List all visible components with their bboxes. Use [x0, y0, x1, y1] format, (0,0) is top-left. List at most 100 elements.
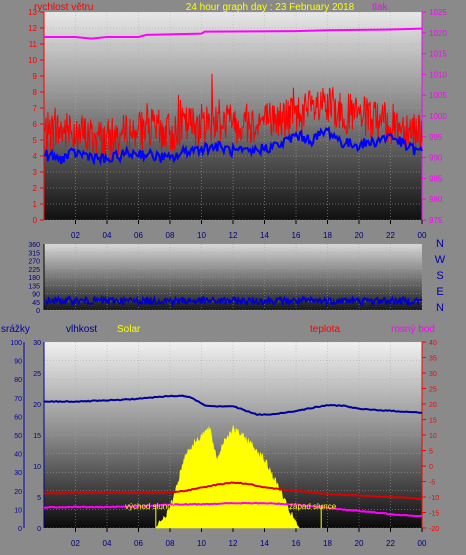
- pressure-y-tick-label: 985: [429, 174, 443, 183]
- precip-y-tick-label: 10: [14, 507, 22, 514]
- direction-label-n2: N: [436, 302, 444, 314]
- wind-x-tick-label: 12: [229, 231, 238, 240]
- wind-speed-label: rychlost větru: [34, 2, 93, 13]
- wind-y-tick-label: 8: [33, 88, 38, 97]
- humidity-x-tick-label: 22: [386, 539, 395, 548]
- sunrise-annotation: východ slunce: [125, 502, 176, 511]
- wind-direction-trace: [43, 294, 423, 308]
- humidity-x-tick-label: 08: [166, 539, 175, 548]
- direction-y-tick-label: 270: [28, 259, 40, 266]
- pressure-y-tick-label: 1020: [429, 29, 447, 38]
- wind-y-tick-label: 1: [33, 200, 38, 209]
- wind-x-tick-label: 06: [134, 231, 143, 240]
- humidity-y-tick-label: 30: [33, 340, 41, 347]
- pressure-y-tick-label: 990: [429, 154, 443, 163]
- pressure-y-tick-label: 1005: [429, 91, 447, 100]
- humidity-x-tick-label: 02: [71, 539, 80, 548]
- wind-y-tick-label: 2: [33, 184, 38, 193]
- humidity-y-tick-label: 5: [37, 495, 41, 502]
- wind-x-tick-label: 10: [197, 231, 206, 240]
- wind-x-tick-label: 18: [323, 231, 332, 240]
- chart-title: 24 hour graph day : 23 February 2018: [186, 2, 355, 13]
- temperature-label: teplota: [310, 324, 340, 335]
- sunset-annotation: západ slunce: [289, 502, 337, 511]
- wind-x-tick-label: 00: [418, 231, 427, 240]
- wind-x-tick-label: 02: [71, 231, 80, 240]
- humidity-x-tick-label: 18: [323, 539, 332, 548]
- direction-label-e: E: [436, 286, 443, 298]
- dew-point-label: rosný bod: [391, 324, 435, 335]
- humidity-label: vlhkost: [66, 324, 97, 335]
- wind-average-line: [43, 126, 423, 166]
- wind-x-tick-label: 08: [166, 231, 175, 240]
- humidity-x-tick-label: 00: [418, 539, 427, 548]
- solar-label: Solar: [117, 324, 141, 335]
- humidity-y-tick-label: 20: [33, 402, 41, 409]
- wind-x-tick-label: 16: [292, 231, 301, 240]
- direction-y-tick-label: 135: [28, 283, 40, 290]
- temperature-y-tick-label: 25: [429, 387, 437, 394]
- temperature-y-tick-label: 10: [429, 433, 437, 440]
- humidity-line: [43, 394, 423, 416]
- precip-y-tick-label: 90: [14, 359, 22, 366]
- precip-y-tick-label: 20: [14, 489, 22, 496]
- wind-y-tick-label: 12: [28, 24, 37, 33]
- wind-gust-line: [43, 73, 423, 160]
- wind-x-tick-label: 04: [103, 231, 112, 240]
- direction-label-w: W: [435, 254, 446, 266]
- wind-x-tick-label: 22: [386, 231, 395, 240]
- wind-y-tick-label: 4: [33, 152, 38, 161]
- pressure-y-tick-label: 1025: [429, 8, 447, 17]
- humidity-x-tick-label: 12: [229, 539, 238, 548]
- humidity-x-tick-label: 14: [260, 539, 269, 548]
- temperature-y-tick-label: 15: [429, 418, 437, 425]
- pressure-y-tick-label: 1010: [429, 70, 447, 79]
- direction-label-s: S: [436, 270, 443, 282]
- humidity-x-tick-label: 20: [355, 539, 364, 548]
- wind-x-tick-label: 20: [355, 231, 364, 240]
- wind-y-tick-label: 9: [33, 72, 38, 81]
- direction-y-tick-label: 180: [28, 275, 40, 282]
- temperature-y-tick-label: 40: [429, 340, 437, 347]
- direction-y-tick-label: 225: [28, 267, 40, 274]
- temperature-y-tick-label: -5: [429, 480, 435, 487]
- direction-y-tick-label: 90: [32, 292, 40, 299]
- temperature-y-tick-label: -10: [429, 495, 439, 502]
- temperature-y-tick-label: 20: [429, 402, 437, 409]
- precip-y-tick-label: 0: [18, 526, 22, 533]
- pressure-y-tick-label: 1015: [429, 50, 447, 59]
- precip-y-tick-label: 30: [14, 470, 22, 477]
- humidity-y-tick-label: 0: [37, 526, 41, 533]
- humidity-x-tick-label: 16: [292, 539, 301, 548]
- wind-y-tick-label: 3: [33, 168, 38, 177]
- temperature-y-tick-label: 35: [429, 356, 437, 363]
- direction-y-tick-label: 360: [28, 242, 40, 249]
- wind-y-tick-label: 7: [33, 104, 38, 113]
- temperature-y-tick-label: 5: [429, 449, 433, 456]
- precip-y-tick-label: 100: [10, 340, 22, 347]
- humidity-x-tick-label: 10: [197, 539, 206, 548]
- precip-label: srážky: [1, 324, 30, 335]
- wind-y-tick-label: 13: [28, 8, 37, 17]
- precip-y-tick-label: 40: [14, 452, 22, 459]
- temperature-line: [43, 481, 423, 501]
- humidity-y-tick-label: 15: [33, 433, 41, 440]
- dew-point-line: [43, 501, 423, 518]
- pressure-y-tick-label: 975: [429, 216, 443, 225]
- temperature-y-tick-label: -20: [429, 526, 439, 533]
- precip-y-tick-label: 50: [14, 433, 22, 440]
- wind-y-tick-label: 11: [29, 40, 38, 49]
- humidity-x-tick-label: 04: [103, 539, 112, 548]
- wind-y-tick-label: 10: [28, 56, 37, 65]
- pressure-y-tick-label: 995: [429, 133, 443, 142]
- precip-y-tick-label: 70: [14, 396, 22, 403]
- wind-y-tick-label: 0: [33, 216, 38, 225]
- direction-y-tick-label: 45: [32, 300, 40, 307]
- pressure-y-tick-label: 1000: [429, 112, 447, 121]
- pressure-line: [44, 27, 423, 40]
- temperature-y-tick-label: -15: [429, 511, 439, 518]
- direction-y-tick-label: 0: [36, 308, 40, 315]
- humidity-x-tick-label: 06: [134, 539, 143, 548]
